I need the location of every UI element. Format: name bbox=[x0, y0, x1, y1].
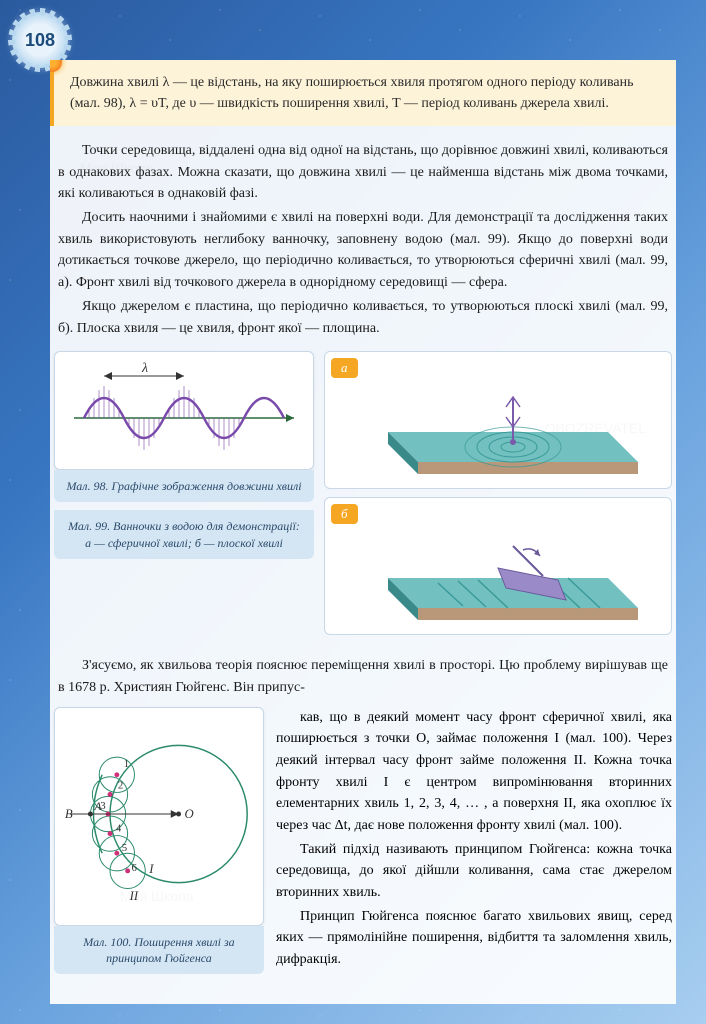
figure-98-box: λ bbox=[54, 351, 314, 470]
definition-callout: Довжина хвилі λ — це відстань, на яку по… bbox=[50, 60, 676, 126]
svg-text:4: 4 bbox=[116, 822, 122, 834]
figures-row: λ Мал. 98. Графічне зображення довжини х… bbox=[54, 351, 672, 643]
figure-99b-box: б bbox=[324, 497, 672, 635]
svg-text:6: 6 bbox=[132, 861, 138, 873]
page-content: Довжина хвилі λ — це відстань, на яку по… bbox=[50, 60, 676, 1004]
figure-99a-label: а bbox=[331, 358, 358, 378]
svg-text:O: O bbox=[184, 806, 193, 820]
figure-99-column: а б bbox=[324, 351, 672, 643]
svg-text:1: 1 bbox=[124, 758, 129, 770]
huygens-text-column: кав, що в деякий момент часу фронт сфери… bbox=[276, 707, 672, 982]
huygens-para-2: Такий підхід називають принципом Гюйгенс… bbox=[276, 839, 672, 904]
svg-text:2: 2 bbox=[118, 779, 123, 791]
svg-text:I: I bbox=[148, 861, 154, 875]
paragraph-1: Точки середовища, віддалені одна від одн… bbox=[58, 140, 668, 205]
main-text-block: Точки середовища, віддалені одна від одн… bbox=[50, 140, 676, 339]
figure-100-box: 1 2 3 4 5 6 B A O I II bbox=[54, 707, 264, 926]
figure-99a-box: а bbox=[324, 351, 672, 489]
svg-text:5: 5 bbox=[122, 842, 127, 854]
svg-text:B: B bbox=[65, 806, 73, 820]
definition-text: Довжина хвилі λ — це відстань, на яку по… bbox=[70, 75, 633, 111]
paragraph-3: Якщо джерелом є пластина, що періодично … bbox=[58, 296, 668, 339]
page-number: 108 bbox=[25, 30, 55, 51]
huygens-diagram: 1 2 3 4 5 6 B A O I II bbox=[61, 714, 257, 914]
paragraph-2: Досить наочними і знайомими є хвилі на п… bbox=[58, 207, 668, 294]
huygens-intro-para: З'ясуємо, як хвильова теорія пояснює пер… bbox=[58, 655, 668, 698]
huygens-para-3: Принцип Гюйгенса пояснює багато хвильови… bbox=[276, 906, 672, 971]
spherical-wave-tank bbox=[331, 382, 665, 482]
figure-99-caption: Мал. 99. Ванночки з водою для демонстрац… bbox=[54, 510, 314, 558]
huygens-intro-text: З'ясуємо, як хвильова теорія пояснює пер… bbox=[50, 655, 676, 698]
figure-99b-label: б bbox=[331, 504, 358, 524]
svg-text:II: II bbox=[129, 889, 139, 903]
figure-100-column: 1 2 3 4 5 6 B A O I II Мал. 100. Поширен… bbox=[54, 707, 264, 982]
figure-98-column: λ Мал. 98. Графічне зображення довжини х… bbox=[54, 351, 314, 643]
huygens-section: 1 2 3 4 5 6 B A O I II Мал. 100. Поширен… bbox=[54, 707, 672, 982]
figure-98-caption: Мал. 98. Графічне зображення довжини хви… bbox=[54, 470, 314, 502]
figure-100-caption: Мал. 100. Поширення хвилі за принципом Г… bbox=[54, 926, 264, 974]
huygens-para-1: кав, що в деякий момент часу фронт сфери… bbox=[276, 707, 672, 837]
lambda-label: λ bbox=[141, 361, 148, 376]
plane-wave-tank bbox=[331, 528, 665, 628]
svg-text:A: A bbox=[93, 800, 102, 813]
sun-icon bbox=[50, 60, 62, 72]
wave-diagram: λ bbox=[61, 358, 307, 458]
